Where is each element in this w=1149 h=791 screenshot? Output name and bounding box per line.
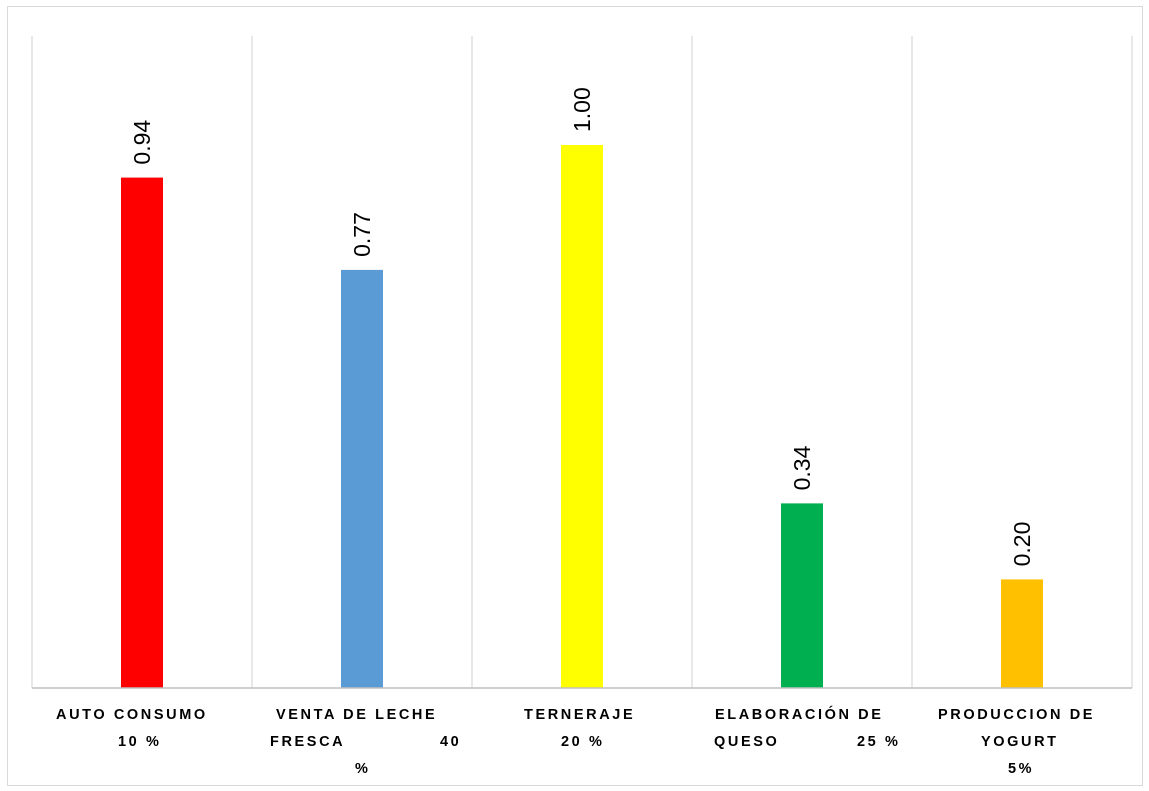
category-label-line: QUESO (714, 734, 780, 750)
category-label-line: % (355, 761, 371, 777)
category-label-line: PRODUCCION DE (938, 707, 1096, 723)
category-label-line: FRESCA (270, 734, 346, 750)
category-gridlines (31, 36, 1133, 688)
bar (1001, 579, 1043, 688)
category-label-line: ELABORACIÓN DE (715, 707, 884, 723)
bar (341, 269, 383, 688)
data-label: 0.77 (349, 212, 375, 257)
category-label-line: TERNERAJE (524, 707, 636, 723)
category-label-line: 5% (1008, 761, 1035, 777)
category-label-line: 10 % (118, 734, 162, 750)
data-label: 1.00 (569, 87, 595, 132)
data-label: 0.34 (789, 445, 815, 490)
category-label-line: VENTA DE LECHE (276, 707, 438, 723)
data-label: 0.94 (129, 120, 155, 165)
data-label: 0.20 (1009, 522, 1035, 567)
bar (561, 145, 603, 688)
category-label-line: 20 % (561, 734, 605, 750)
category-label-line: 40 (440, 734, 462, 750)
category-label-line: 25 % (857, 734, 901, 750)
category-label-line: AUTO CONSUMO (56, 707, 208, 723)
bar (781, 503, 823, 688)
category-label-line: YOGURT (981, 734, 1059, 750)
data-labels: 0.94 0.77 1.00 0.34 0.20 (129, 87, 1035, 566)
bars (121, 145, 1043, 688)
bar (121, 177, 163, 688)
